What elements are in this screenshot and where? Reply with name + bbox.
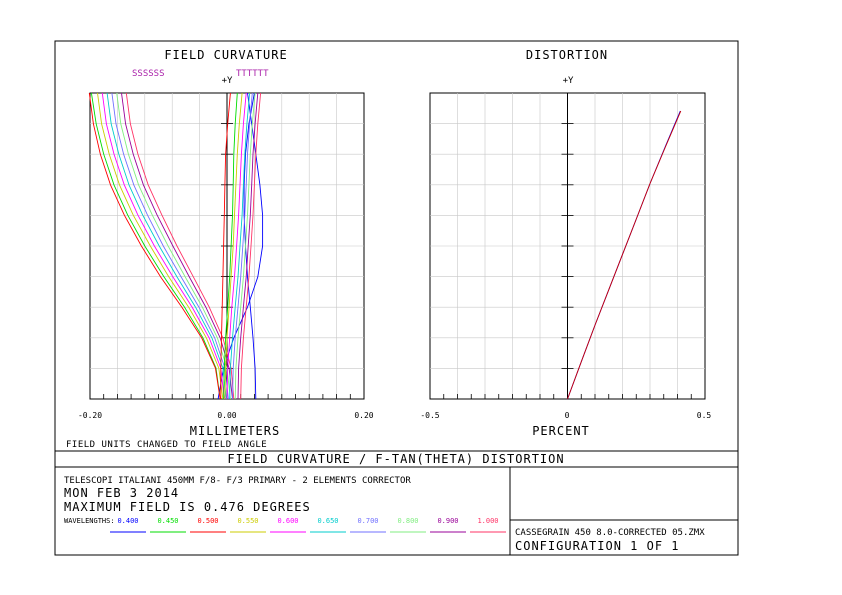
tangential-curve: [237, 92, 259, 400]
fc-x-axis-label: MILLIMETERS: [190, 424, 280, 438]
wavelength-value: 0.900: [437, 517, 458, 525]
tangential-curve: [234, 92, 256, 400]
outer-frame: [54, 40, 739, 556]
wavelength-value: 0.550: [237, 517, 258, 525]
wavelength-value: 0.500: [197, 517, 218, 525]
maximum-field: MAXIMUM FIELD IS 0.476 DEGREES: [64, 500, 311, 514]
tangential-curve: [240, 92, 262, 400]
wavelength-value: 0.400: [117, 517, 138, 525]
sagittal-curve: [111, 92, 229, 400]
distortion-y-axis-label: +Y: [563, 76, 574, 86]
distortion-curves: [567, 110, 682, 400]
fc-x-tick-label-center: 0.00: [217, 411, 236, 420]
sagittal-curve: [90, 92, 221, 400]
sagittal-curve: [125, 92, 235, 400]
field-units-note: FIELD UNITS CHANGED TO FIELD ANGLE: [66, 440, 267, 450]
wavelength-value: 0.650: [317, 517, 338, 525]
sagittal-curve: [116, 92, 231, 400]
distortion-title: DISTORTION: [526, 48, 608, 62]
fc-y-axis-label: +Y: [222, 76, 233, 86]
info-block: TELESCOPI ITALIANI 450MM F/8- F/3 PRIMAR…: [64, 476, 506, 533]
tangential-curve: [229, 92, 251, 400]
tangential-curve: [232, 92, 253, 400]
field-curvature-panel: FIELD CURVATURE SSSSSS TTTTTT +Y -0.20 0…: [66, 48, 374, 450]
wavelengths-label: WAVELENGTHS:: [64, 517, 115, 525]
sagittal-curve: [217, 92, 264, 400]
distortion-panel: DISTORTION +Y -0.5 0 0.5 PERCENT: [420, 48, 711, 438]
tangential-curve: [224, 92, 243, 400]
sagittal-legend: SSSSSS: [132, 69, 165, 79]
tangential-curve: [223, 92, 238, 400]
system-description: TELESCOPI ITALIANI 450MM F/8- F/3 PRIMAR…: [64, 476, 411, 486]
wavelength-value: 0.800: [397, 517, 418, 525]
fc-x-tick-label-right: 0.20: [354, 411, 373, 420]
field-curvature-title: FIELD CURVATURE: [164, 48, 287, 62]
sagittal-curve: [101, 92, 225, 400]
configuration-label: CONFIGURATION 1 OF 1: [515, 539, 680, 553]
wavelength-value: 1.000: [477, 517, 498, 525]
wavelength-value: 0.450: [157, 517, 178, 525]
sagittal-curve: [88, 92, 221, 400]
tangential-curve: [226, 92, 247, 400]
sagittal-curve: [97, 92, 224, 400]
analysis-banner: FIELD CURVATURE / F-TAN(THETA) DISTORTIO…: [227, 452, 564, 466]
distortion-ticks: [429, 93, 706, 399]
wavelength-value: 0.600: [277, 517, 298, 525]
distortion-x-tick-label-right: 0.5: [697, 411, 712, 420]
tangential-legend: TTTTTT: [236, 69, 269, 79]
fc-curves: [88, 92, 264, 400]
distortion-x-tick-label-left: -0.5: [420, 411, 439, 420]
fc-x-tick-label-left: -0.20: [78, 411, 102, 420]
distortion-x-axis-label: PERCENT: [532, 424, 590, 438]
wavelength-legend: 0.400 0.450 0.500 0.550 0.600 0.650 0.700 0.800…: [110, 517, 506, 533]
sagittal-curve: [106, 92, 227, 400]
distortion-curve: [567, 110, 682, 400]
wavelength-value: 0.700: [357, 517, 378, 525]
tangential-curve: [220, 92, 231, 399]
distortion-x-tick-label-center: 0: [565, 411, 570, 420]
sagittal-curve: [121, 92, 233, 400]
analysis-date: MON FEB 3 2014: [64, 486, 179, 500]
lens-file-name: CASSEGRAIN 450 8.0-CORRECTED 05.ZMX: [515, 528, 705, 538]
